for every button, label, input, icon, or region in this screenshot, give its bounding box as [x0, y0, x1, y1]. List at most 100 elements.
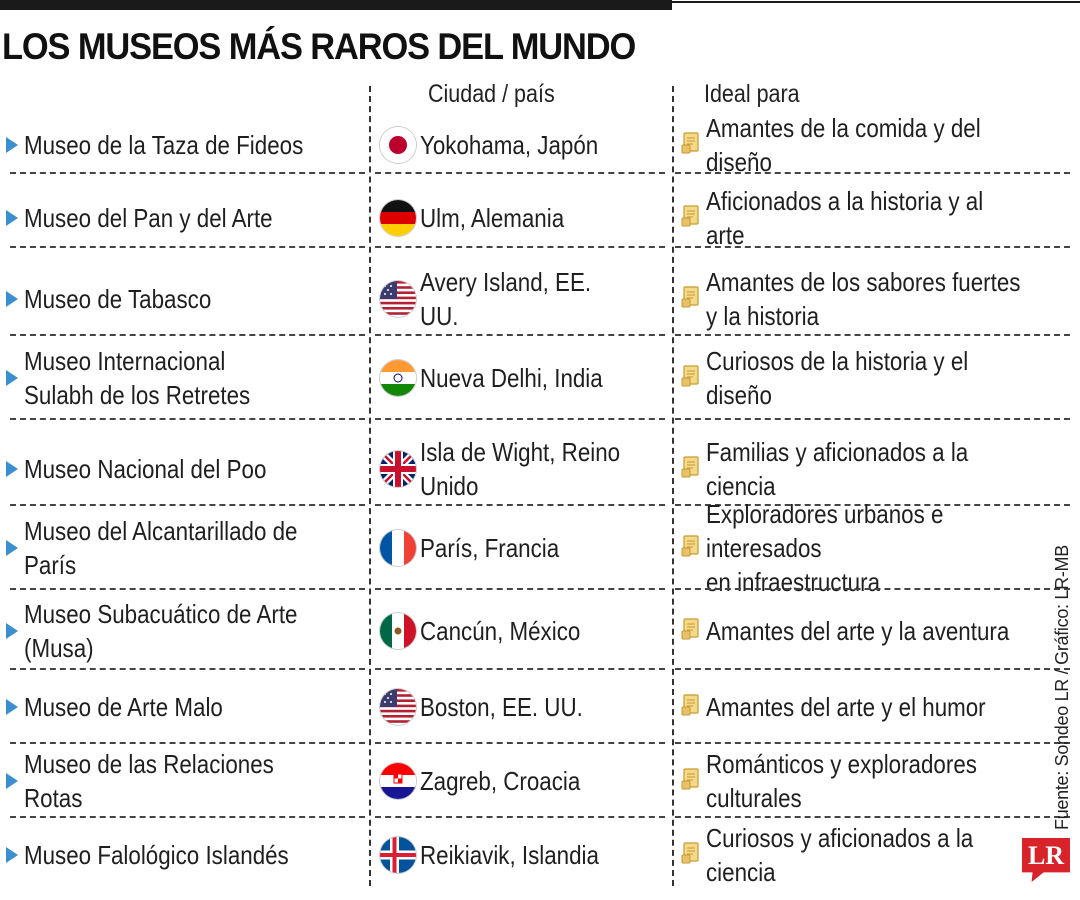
museum-name: Museo del Alcantarillado de París [24, 516, 298, 580]
museum-name-cell: Museo Falológico Islandés [6, 818, 366, 892]
row-divider [675, 246, 1070, 248]
audience-icon [680, 617, 704, 646]
table-row: Museo Subacuático de Arte (Musa) Cancún, … [0, 592, 1080, 670]
bullet-triangle-icon [6, 773, 18, 789]
audience-icon [680, 841, 704, 870]
lr-logo-text: LR [1027, 841, 1065, 870]
museum-name-cell: Museo del Alcantarillado de París [6, 506, 366, 590]
bullet-triangle-icon [6, 137, 18, 153]
row-divider [675, 742, 1070, 744]
city-country: Isla de Wight, Reino Unido [420, 437, 621, 501]
uk-flag-icon [380, 451, 416, 487]
city-cell: Ulm, Alemania [380, 188, 670, 248]
audience-icon [680, 693, 704, 722]
row-divider [10, 504, 365, 506]
museum-name: Museo Internacional Sulabh de los Retret… [24, 346, 251, 410]
ideal-cell: Amantes de la comida y del diseño [680, 113, 1075, 177]
row-divider [675, 418, 1070, 420]
ideal-cell: Amantes de los sabores fuertes y la hist… [680, 262, 1075, 336]
row-divider [675, 172, 1070, 174]
bullet-triangle-icon [6, 847, 18, 863]
museum-name-cell: Museo de Tabasco [6, 262, 366, 336]
table-row: Museo Internacional Sulabh de los Retret… [0, 336, 1080, 420]
table-row: Museo de Arte Malo Boston, EE. UU. Amantes… [0, 670, 1080, 744]
museum-name: Museo Falológico Islandés [24, 840, 289, 870]
row-divider [375, 742, 665, 744]
ideal-for: Amantes de la comida y del diseño [706, 113, 981, 177]
city-cell: Cancún, México [380, 592, 670, 670]
city-country: Reikiavik, Islandia [420, 840, 599, 870]
mexico-flag-icon [380, 613, 416, 649]
city-cell: Boston, EE. UU. [380, 670, 670, 744]
museum-name: Museo del Pan y del Arte [24, 203, 273, 233]
source-credit: Fuente: Sondeo LR / Gráfico: LR-MB [1052, 545, 1072, 830]
row-divider [375, 246, 665, 248]
ideal-for: Exploradores urbanos e interesados en in… [706, 499, 944, 597]
usa-flag-icon [380, 281, 416, 317]
row-divider [675, 668, 1070, 670]
museum-name: Museo de las Relaciones Rotas [24, 749, 274, 813]
row-divider [675, 588, 1070, 590]
row-divider [10, 334, 365, 336]
museum-name: Museo Nacional del Poo [24, 454, 267, 484]
table-row: Museo del Alcantarillado de París París, … [0, 499, 1080, 597]
ideal-for: Curiosos de la historia y el diseño [706, 346, 969, 410]
city-country: Ulm, Alemania [420, 203, 565, 233]
city-country: París, Francia [420, 533, 560, 563]
table-row: Museo Falológico Islandés Reikiavik, Isla… [0, 818, 1080, 892]
top-rule-thick [0, 0, 672, 10]
ideal-for: Aficionados a la historia y al arte [706, 186, 984, 250]
row-divider [10, 668, 365, 670]
museum-name: Museo de la Taza de Fideos [24, 130, 304, 160]
france-flag-icon [380, 530, 416, 566]
city-cell: Isla de Wight, Reino Unido [380, 432, 670, 506]
table-row: Museo del Pan y del Arte Ulm, Alemania Afi… [0, 186, 1080, 250]
row-divider [375, 816, 665, 818]
bullet-triangle-icon [6, 370, 18, 386]
museum-name-cell: Museo Internacional Sulabh de los Retret… [6, 336, 366, 420]
city-cell: París, Francia [380, 506, 670, 590]
row-divider [10, 246, 365, 248]
row-divider [675, 504, 1070, 506]
germany-flag-icon [380, 200, 416, 236]
museum-name-cell: Museo Subacuático de Arte (Musa) [6, 592, 366, 670]
ideal-cell: Curiosos de la historia y el diseño [680, 336, 1075, 420]
audience-icon [680, 767, 704, 796]
row-divider [10, 816, 365, 818]
bullet-triangle-icon [6, 699, 18, 715]
museum-name-cell: Museo del Pan y del Arte [6, 188, 366, 248]
audience-icon [680, 204, 704, 233]
row-divider [675, 334, 1070, 336]
ideal-cell: Exploradores urbanos e interesados en in… [680, 499, 1075, 597]
bullet-triangle-icon [6, 210, 18, 226]
museum-name: Museo Subacuático de Arte (Musa) [24, 599, 298, 663]
row-divider [10, 172, 365, 174]
bullet-triangle-icon [6, 461, 18, 477]
city-country: Boston, EE. UU. [420, 692, 583, 722]
column-divider-2 [672, 86, 674, 886]
city-cell: Yokohama, Japón [380, 116, 670, 174]
page-title: LOS MUSEOS MÁS RAROS DEL MUNDO [2, 26, 636, 67]
row-divider [10, 588, 365, 590]
iceland-flag-icon [380, 837, 416, 873]
row-divider [375, 172, 665, 174]
row-divider [675, 816, 1070, 818]
audience-icon [680, 455, 704, 484]
row-divider [10, 742, 365, 744]
row-divider [375, 588, 665, 590]
city-cell: Avery Island, EE. UU. [380, 262, 670, 336]
museum-name-cell: Museo de Arte Malo [6, 670, 366, 744]
museum-name: Museo de Tabasco [24, 284, 212, 314]
ideal-cell: Amantes del arte y la aventura [680, 592, 1075, 670]
ideal-for: Amantes del arte y la aventura [706, 616, 1010, 646]
city-country: Nueva Delhi, India [420, 363, 603, 393]
bullet-triangle-icon [6, 623, 18, 639]
city-cell: Zagreb, Croacia [380, 744, 670, 818]
table-row: Museo Nacional del Poo Isla de Wight, Rei… [0, 432, 1080, 506]
ideal-for: Curiosos y aficionados a la ciencia [706, 823, 974, 887]
row-divider [10, 418, 365, 420]
bullet-triangle-icon [6, 540, 18, 556]
city-country: Avery Island, EE. UU. [420, 267, 592, 331]
top-rule-thin [672, 1, 1080, 3]
column-divider-1 [369, 86, 371, 886]
